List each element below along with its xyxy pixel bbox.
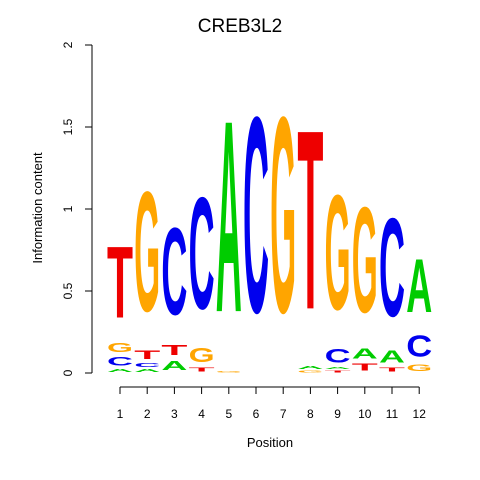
logo-letter-A: A: [134, 368, 160, 373]
x-tick-label: 6: [253, 407, 260, 421]
position-stack: G: [270, 60, 296, 372]
logo-letter-T: T: [134, 348, 160, 361]
logo-letter-C: C: [107, 355, 133, 368]
x-tick-label: 5: [225, 407, 232, 421]
x-tick-label: 3: [171, 407, 178, 421]
logo-letter-G: G: [325, 162, 351, 345]
logo-letter-C: C: [325, 346, 351, 367]
logo-letter-C: C: [161, 203, 187, 342]
x-tick-label: 4: [198, 407, 205, 421]
logo-letter-G: G: [134, 157, 160, 349]
logo-letter-C: C: [134, 362, 160, 368]
x-axis: 1 2 3 4 5 6 7 8 9 10 11 12: [117, 386, 427, 421]
y-tick-label: 0: [61, 369, 75, 376]
logo-letter-T: T: [297, 77, 323, 363]
position-stack: TGC: [189, 164, 216, 374]
logo-letter-A: A: [216, 64, 242, 370]
logo-letter-G: G: [297, 370, 323, 373]
logo-letter-G: G: [189, 343, 215, 366]
logo-letter-A: A: [325, 367, 351, 370]
logo-letter-A: A: [107, 368, 133, 373]
logo-letter-A: A: [352, 345, 378, 362]
logo-letter-A: A: [161, 358, 187, 373]
logo-letter-A: A: [379, 347, 405, 367]
x-tick-label: 7: [280, 407, 287, 421]
y-tick-label: 1.5: [61, 118, 75, 135]
y-tick-label: 2: [61, 41, 75, 48]
chart-title: CREB3L2: [198, 16, 283, 37]
logo-letter-G: G: [216, 371, 242, 373]
x-tick-label: 1: [117, 407, 124, 421]
logo-letter-C: C: [406, 330, 432, 364]
logo-letter-G: G: [270, 60, 296, 372]
logo-letter-T: T: [325, 370, 352, 373]
x-tick-label: 11: [386, 407, 399, 421]
position-stack: TAG: [352, 177, 378, 373]
y-tick-label: 0.5: [61, 282, 75, 299]
logo-letter-C: C: [243, 59, 269, 372]
y-tick-label: 1: [61, 205, 75, 212]
y-axis-label: Information content: [30, 152, 45, 264]
logo-letter-T: T: [161, 342, 188, 359]
y-axis: 0 0.5 1 1.5 2: [61, 41, 93, 376]
x-tick-label: 10: [358, 407, 372, 421]
position-stack: GCA: [406, 243, 432, 373]
logo-letter-G: G: [107, 341, 133, 356]
logo-letter-A: A: [406, 243, 432, 329]
position-stack: TAC: [379, 188, 406, 373]
logo-letter-A: A: [297, 365, 323, 370]
logo-letter-G: G: [352, 177, 378, 345]
logo-letter-T: T: [189, 367, 216, 373]
x-tick-label: 9: [334, 407, 341, 421]
x-tick-label: 2: [144, 407, 151, 421]
position-stack: ATC: [161, 203, 188, 373]
x-tick-label: 12: [413, 407, 427, 421]
position-stack: GAT: [297, 77, 323, 373]
x-tick-label: 8: [307, 407, 314, 421]
logo-letter-T: T: [352, 361, 378, 373]
position-stack: GA: [216, 64, 242, 373]
logo-letter-C: C: [379, 188, 405, 346]
x-axis-label: Position: [247, 435, 293, 450]
logo-letter-T: T: [107, 225, 133, 340]
logo-letter-C: C: [189, 164, 215, 343]
position-stack: C: [243, 59, 269, 372]
logo-letter-T: T: [379, 367, 406, 373]
logo-letter-G: G: [406, 364, 432, 374]
